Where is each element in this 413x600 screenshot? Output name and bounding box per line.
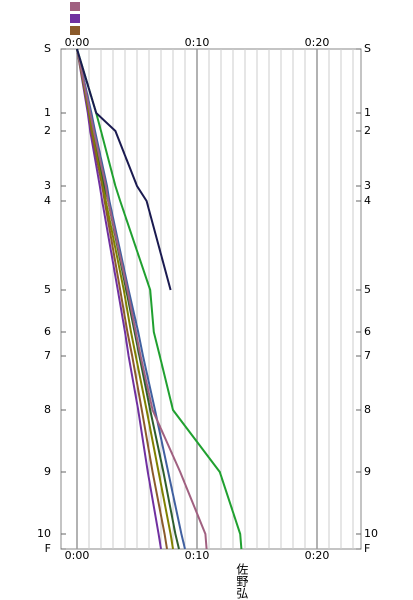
x-tick-label: 0:00: [65, 36, 90, 49]
y-tick-label: 9: [44, 465, 51, 478]
y-tick-label: 2: [364, 124, 371, 137]
x-tick-label: 0:10: [185, 549, 210, 562]
y-tick-label: 5: [44, 283, 51, 296]
y-tick-label: 1: [364, 106, 371, 119]
series-line: [76, 48, 162, 550]
y-tick-label: 5: [364, 283, 371, 296]
legend-swatch: [70, 26, 80, 35]
y-tick-label: 1: [44, 106, 51, 119]
series-name: 佐野弘: [235, 563, 249, 599]
series-line: [76, 48, 172, 291]
legend-swatch: [70, 2, 80, 11]
y-tick-label: 3: [364, 179, 371, 192]
y-tick-label: 4: [364, 194, 371, 207]
y-tick-label: 8: [44, 403, 51, 416]
series-line: [76, 48, 208, 550]
series-line: [76, 48, 186, 550]
y-tick-label: F: [45, 542, 51, 555]
series-line: [76, 48, 243, 550]
x-tick-label: 0:00: [65, 549, 90, 562]
y-tick-label: 10: [364, 527, 378, 540]
plot-frame: [60, 48, 362, 550]
y-tick-label: 6: [364, 325, 371, 338]
y-tick-label: 8: [364, 403, 371, 416]
y-tick-label: 2: [44, 124, 51, 137]
x-tick-label: 0:10: [185, 36, 210, 49]
y-tick-label: 4: [44, 194, 51, 207]
y-tick-label: 9: [364, 465, 371, 478]
y-tick-label: S: [364, 42, 371, 55]
y-tick-label: S: [44, 42, 51, 55]
series-line: [76, 48, 174, 550]
y-tick-label: 7: [44, 349, 51, 362]
y-tick-label: 10: [37, 527, 51, 540]
x-tick-label: 0:20: [305, 36, 330, 49]
x-tick-label: 0:20: [305, 549, 330, 562]
y-tick-label: 6: [44, 325, 51, 338]
y-tick-label: F: [364, 542, 370, 555]
y-tick-label: 3: [44, 179, 51, 192]
y-tick-label: 7: [364, 349, 371, 362]
legend-swatch: [70, 14, 80, 23]
